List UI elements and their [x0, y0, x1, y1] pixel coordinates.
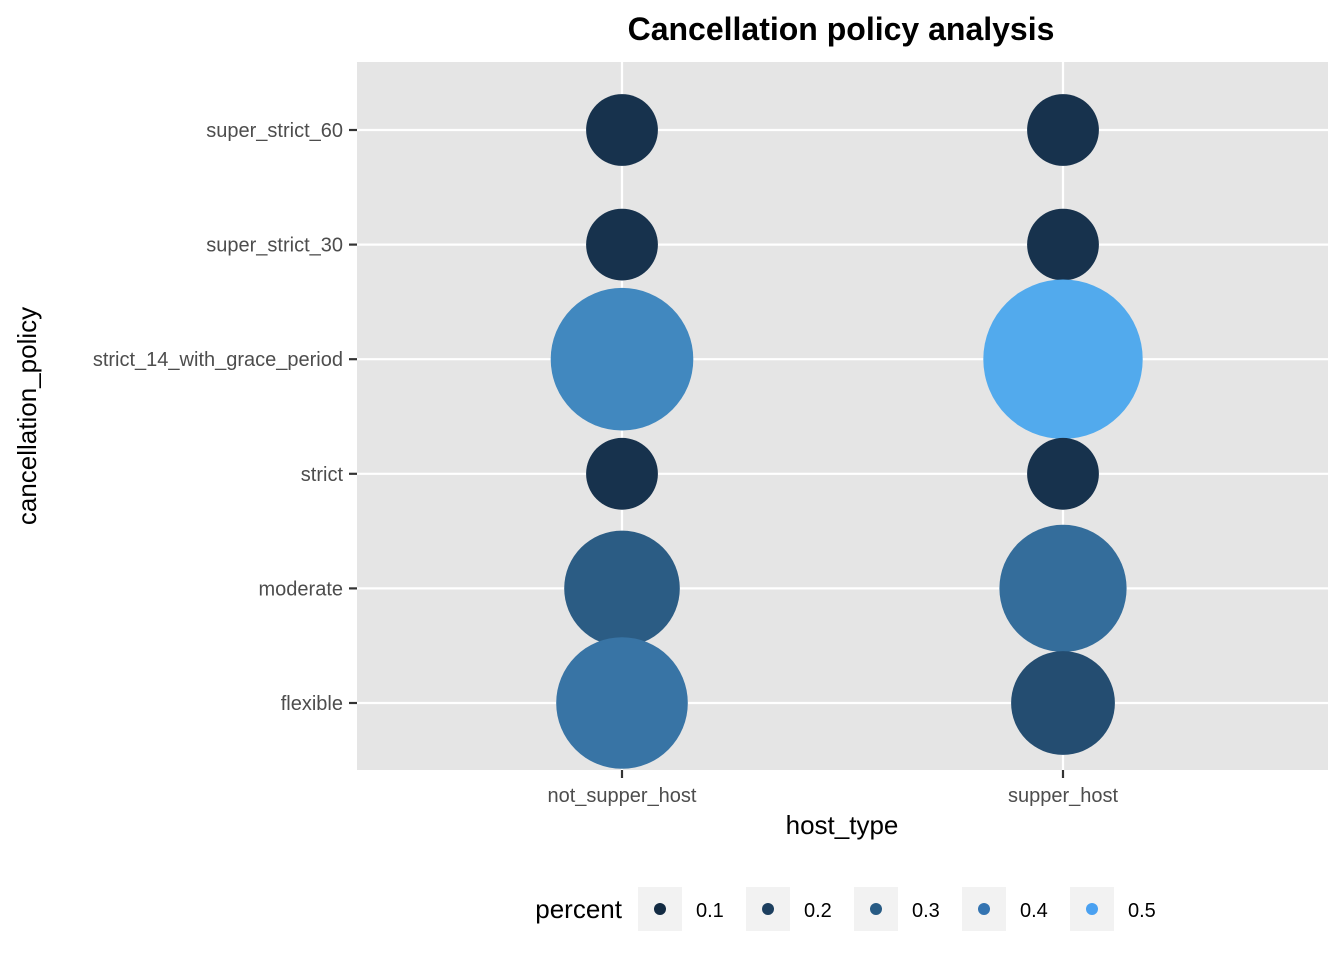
- x-tick-label: supper_host: [1008, 785, 1119, 807]
- plot-panel: [357, 62, 1328, 770]
- legend-title: percent: [535, 894, 622, 924]
- legend-dot: [654, 903, 666, 915]
- legend-label: 0.2: [804, 900, 832, 922]
- data-point: [999, 524, 1127, 653]
- y-tick-label: moderate: [259, 578, 344, 600]
- legend-label: 0.4: [1020, 900, 1048, 922]
- data-point: [1011, 651, 1115, 755]
- data-point: [586, 94, 658, 166]
- y-tick-label: strict_14_with_grace_period: [93, 349, 343, 371]
- data-point: [556, 637, 688, 769]
- y-tick-label: strict: [301, 464, 344, 486]
- legend-label: 0.1: [696, 900, 724, 922]
- legend-items: 0.1 0.2 0.3 0.4 0.5: [638, 887, 1156, 931]
- y-tick-label: super_strict_30: [206, 235, 343, 257]
- y-tick-label: flexible: [281, 693, 343, 715]
- data-point: [586, 437, 658, 510]
- data-points: [550, 94, 1143, 769]
- chart-title: Cancellation policy analysis: [628, 11, 1055, 47]
- legend-dot: [1086, 903, 1098, 915]
- y-axis: flexible moderate strict strict_14_with_gra…: [93, 120, 357, 715]
- legend-label: 0.5: [1128, 900, 1156, 922]
- legend-dot: [870, 903, 882, 915]
- legend-dot: [978, 903, 990, 915]
- y-axis-title: cancellation_policy: [12, 307, 42, 525]
- y-tick-label: super_strict_60: [206, 120, 343, 142]
- legend-dot: [762, 903, 774, 915]
- x-axis-title: host_type: [786, 810, 899, 840]
- data-point: [983, 279, 1143, 439]
- data-point: [550, 287, 694, 431]
- x-tick-label: not_supper_host: [547, 785, 696, 807]
- data-point: [586, 208, 658, 281]
- legend: percent 0.1 0.2 0.3 0.4 0.5: [535, 887, 1156, 931]
- data-point: [1027, 94, 1099, 166]
- data-point: [1027, 437, 1099, 510]
- data-point: [564, 530, 680, 647]
- legend-label: 0.3: [912, 900, 940, 922]
- data-point: [1027, 208, 1099, 281]
- x-axis: not_supper_host supper_host: [547, 770, 1118, 807]
